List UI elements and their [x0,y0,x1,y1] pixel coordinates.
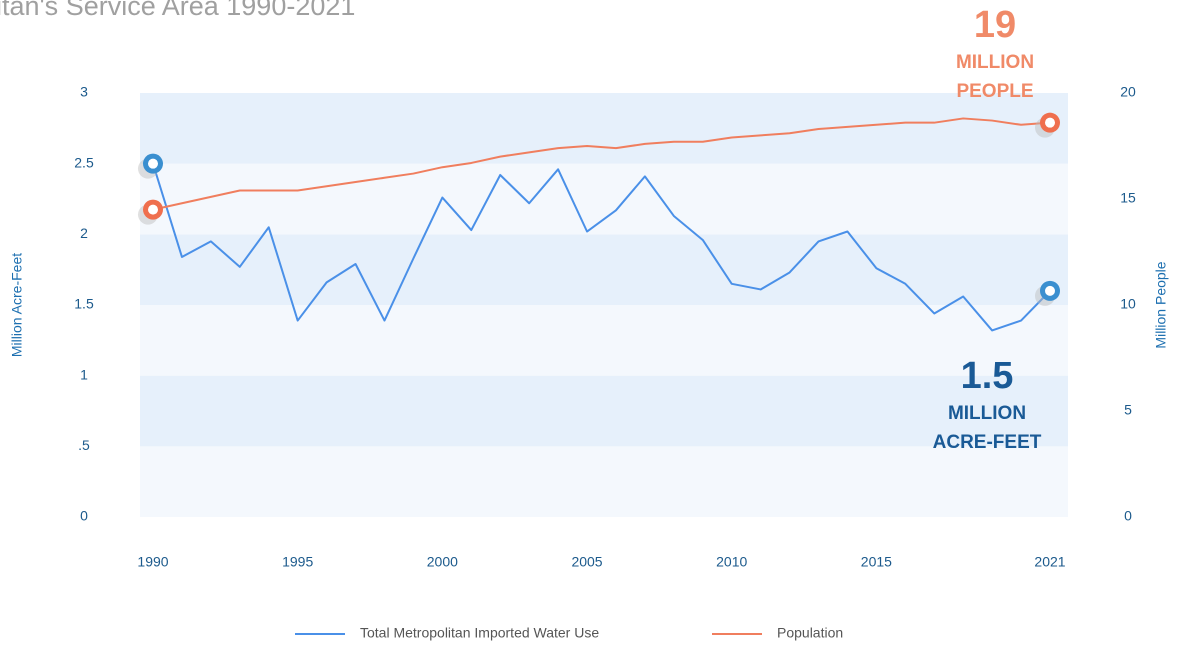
y-tick-label: 1.5 [74,296,94,312]
end-marker [1035,280,1060,306]
legend-label: Population [777,625,843,641]
y-tick-label: 3 [80,84,88,100]
x-tick-label: 2015 [861,554,892,570]
y-tick-label: 2 [80,225,88,241]
marker-center [148,204,158,215]
end-marker [138,153,163,179]
y2-tick-label: 10 [1120,296,1136,312]
grid-band [140,93,1068,164]
series-line [152,117,1051,211]
chart-title: itan's Service Area 1990-2021 [0,0,355,21]
y-tick-label: 0 [80,508,88,524]
x-tick-label: 1995 [282,554,313,570]
grid-band [140,163,1068,235]
annotation-number: 1.5 [961,355,1014,397]
x-tick-label: 2000 [427,554,458,570]
marker-center [1045,117,1055,128]
annotation-text: MILLION [948,403,1026,424]
annotation-text: ACRE-FEET [933,432,1042,453]
x-tick-label: 1990 [137,554,168,570]
grid-band [140,234,1068,305]
end-marker [1035,112,1060,138]
y-tick-label: 2.5 [74,154,94,170]
series-line [152,163,1051,332]
y-tick-label: 1 [80,366,88,382]
x-tick-label: 2010 [716,554,747,570]
grid-band [140,446,1068,517]
end-marker [138,199,163,225]
y2-axis-title: Million People [1153,261,1169,348]
y2-tick-label: 20 [1120,84,1136,100]
y-tick-label: .5 [78,437,90,453]
grid-band [140,305,1068,376]
annotation-text: MILLION [956,52,1034,73]
y2-tick-label: 5 [1124,402,1132,418]
grid-band [140,375,1068,447]
x-tick-label: 2005 [571,554,602,570]
annotation-number: 19 [974,4,1016,46]
x-tick-label: 2021 [1034,554,1065,570]
legend-label: Total Metropolitan Imported Water Use [360,625,599,641]
y-axis-title: Million Acre-Feet [9,253,25,357]
y2-tick-label: 0 [1124,508,1132,524]
annotation-text: PEOPLE [956,81,1033,102]
y2-tick-label: 15 [1120,190,1136,206]
marker-center [1045,285,1055,296]
marker-center [148,158,158,169]
